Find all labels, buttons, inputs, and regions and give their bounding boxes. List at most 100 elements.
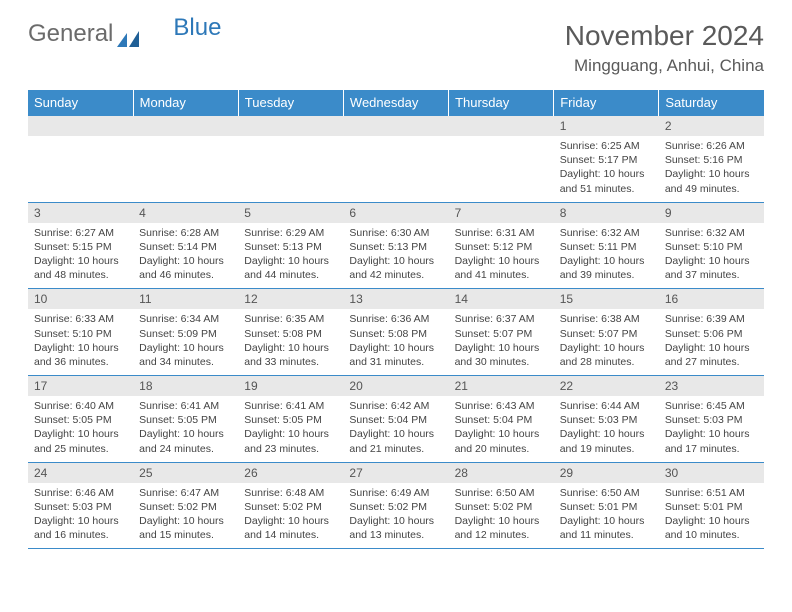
logo-text-blue: Blue — [173, 14, 221, 42]
sunrise-text: Sunrise: 6:35 AM — [244, 312, 337, 326]
day-header: Monday — [133, 90, 238, 116]
calendar-page: General Blue November 2024 Mingguang, An… — [0, 0, 792, 569]
day-number-cell: 30 — [659, 462, 764, 483]
sunrise-text: Sunrise: 6:27 AM — [34, 226, 127, 240]
day-number-cell: 10 — [28, 289, 133, 310]
day-content-row: Sunrise: 6:33 AMSunset: 5:10 PM Daylight:… — [28, 309, 764, 375]
sunset-text: Sunset: 5:12 PM — [455, 240, 548, 254]
day-content-cell: Sunrise: 6:34 AMSunset: 5:09 PMDaylight:… — [133, 309, 238, 375]
daynum-row: 12 — [28, 116, 764, 137]
daynum-row: 3456789 — [28, 202, 764, 223]
day-content-cell: Sunrise: 6:41 AMSunset: 5:05 PMDaylight:… — [238, 396, 343, 462]
sunrise-text: Sunrise: 6:49 AM — [349, 486, 442, 500]
daylight-text: Daylight: 10 hours and 51 minutes. — [560, 167, 653, 195]
sunrise-text: Sunrise: 6:33 AM — [34, 312, 127, 326]
calendar-table: Sunday Monday Tuesday Wednesday Thursday… — [28, 90, 764, 549]
daylight-text: Daylight: 10 hours and 34 minutes. — [139, 341, 232, 369]
sunrise-text: Sunrise: 6:31 AM — [455, 226, 548, 240]
day-content-cell: Sunrise: 6:49 AMSunset: 5:02 PMDaylight:… — [343, 483, 448, 549]
day-number-cell: 1 — [554, 116, 659, 137]
day-content-cell: Sunrise: 6:31 AMSunset: 5:12 PMDaylight:… — [449, 223, 554, 289]
day-number-cell: 15 — [554, 289, 659, 310]
sunrise-text: Sunrise: 6:29 AM — [244, 226, 337, 240]
daylight-text: Daylight: 10 hours and 27 minutes. — [665, 341, 758, 369]
logo-sail-icon — [117, 26, 139, 42]
day-content-cell: Sunrise: 6:42 AMSunset: 5:04 PMDaylight:… — [343, 396, 448, 462]
sunset-text: Sunset: 5:03 PM — [560, 413, 653, 427]
sunrise-text: Sunrise: 6:50 AM — [560, 486, 653, 500]
daylight-text: Daylight: 10 hours and 44 minutes. — [244, 254, 337, 282]
sunset-text: Sunset: 5:14 PM — [139, 240, 232, 254]
sunset-text: Sunset: 5:08 PM — [244, 327, 337, 341]
sunset-text: Sunset: 5:13 PM — [349, 240, 442, 254]
day-content-cell: Sunrise: 6:37 AMSunset: 5:07 PMDaylight:… — [449, 309, 554, 375]
day-content-row: Sunrise: 6:46 AMSunset: 5:03 PMDaylight:… — [28, 483, 764, 549]
daylight-text: Daylight: 10 hours and 31 minutes. — [349, 341, 442, 369]
sunrise-text: Sunrise: 6:32 AM — [665, 226, 758, 240]
sunrise-text: Sunrise: 6:47 AM — [139, 486, 232, 500]
day-header-row: Sunday Monday Tuesday Wednesday Thursday… — [28, 90, 764, 116]
day-header: Sunday — [28, 90, 133, 116]
daylight-text: Daylight: 10 hours and 16 minutes. — [34, 514, 127, 542]
day-content-cell: Sunrise: 6:50 AMSunset: 5:02 PMDaylight:… — [449, 483, 554, 549]
daylight-text: Daylight: 10 hours and 19 minutes. — [560, 427, 653, 455]
day-content-cell — [449, 136, 554, 202]
day-content-cell: Sunrise: 6:50 AMSunset: 5:01 PMDaylight:… — [554, 483, 659, 549]
month-title: November 2024 — [565, 20, 764, 52]
sunrise-text: Sunrise: 6:44 AM — [560, 399, 653, 413]
sunset-text: Sunset: 5:02 PM — [455, 500, 548, 514]
daylight-text: Daylight: 10 hours and 11 minutes. — [560, 514, 653, 542]
day-content-cell: Sunrise: 6:48 AMSunset: 5:02 PMDaylight:… — [238, 483, 343, 549]
day-content-cell — [238, 136, 343, 202]
sunset-text: Sunset: 5:04 PM — [349, 413, 442, 427]
logo-text-general: General — [28, 20, 113, 48]
sunset-text: Sunset: 5:04 PM — [455, 413, 548, 427]
sunset-text: Sunset: 5:10 PM — [34, 327, 127, 341]
day-content-cell: Sunrise: 6:36 AMSunset: 5:08 PMDaylight:… — [343, 309, 448, 375]
day-number-cell: 8 — [554, 202, 659, 223]
day-number-cell: 19 — [238, 376, 343, 397]
sunset-text: Sunset: 5:08 PM — [349, 327, 442, 341]
daynum-row: 10111213141516 — [28, 289, 764, 310]
day-content-cell — [343, 136, 448, 202]
day-number-cell — [343, 116, 448, 137]
day-number-cell: 17 — [28, 376, 133, 397]
day-number-cell — [133, 116, 238, 137]
sunrise-text: Sunrise: 6:41 AM — [244, 399, 337, 413]
daylight-text: Daylight: 10 hours and 48 minutes. — [34, 254, 127, 282]
sunset-text: Sunset: 5:01 PM — [560, 500, 653, 514]
logo: General Blue — [28, 20, 221, 48]
daylight-text: Daylight: 10 hours and 30 minutes. — [455, 341, 548, 369]
sunrise-text: Sunrise: 6:46 AM — [34, 486, 127, 500]
day-content-cell: Sunrise: 6:41 AMSunset: 5:05 PMDaylight:… — [133, 396, 238, 462]
day-number-cell: 28 — [449, 462, 554, 483]
day-number-cell: 4 — [133, 202, 238, 223]
sunset-text: Sunset: 5:02 PM — [139, 500, 232, 514]
sunset-text: Sunset: 5:16 PM — [665, 153, 758, 167]
day-content-cell: Sunrise: 6:33 AMSunset: 5:10 PMDaylight:… — [28, 309, 133, 375]
daylight-text: Daylight: 10 hours and 10 minutes. — [665, 514, 758, 542]
day-content-cell: Sunrise: 6:51 AMSunset: 5:01 PMDaylight:… — [659, 483, 764, 549]
day-content-cell: Sunrise: 6:27 AMSunset: 5:15 PMDaylight:… — [28, 223, 133, 289]
day-content-cell: Sunrise: 6:35 AMSunset: 5:08 PMDaylight:… — [238, 309, 343, 375]
sunrise-text: Sunrise: 6:37 AM — [455, 312, 548, 326]
day-number-cell: 13 — [343, 289, 448, 310]
day-number-cell: 21 — [449, 376, 554, 397]
day-number-cell: 23 — [659, 376, 764, 397]
day-content-cell: Sunrise: 6:46 AMSunset: 5:03 PMDaylight:… — [28, 483, 133, 549]
sunrise-text: Sunrise: 6:25 AM — [560, 139, 653, 153]
day-number-cell — [449, 116, 554, 137]
sunrise-text: Sunrise: 6:34 AM — [139, 312, 232, 326]
sunset-text: Sunset: 5:07 PM — [455, 327, 548, 341]
day-number-cell: 6 — [343, 202, 448, 223]
sunrise-text: Sunrise: 6:40 AM — [34, 399, 127, 413]
day-content-cell: Sunrise: 6:43 AMSunset: 5:04 PMDaylight:… — [449, 396, 554, 462]
sunrise-text: Sunrise: 6:45 AM — [665, 399, 758, 413]
day-number-cell: 5 — [238, 202, 343, 223]
day-number-cell: 26 — [238, 462, 343, 483]
sunrise-text: Sunrise: 6:32 AM — [560, 226, 653, 240]
day-content-cell: Sunrise: 6:39 AMSunset: 5:06 PMDaylight:… — [659, 309, 764, 375]
sunrise-text: Sunrise: 6:41 AM — [139, 399, 232, 413]
day-content-cell: Sunrise: 6:30 AMSunset: 5:13 PMDaylight:… — [343, 223, 448, 289]
title-block: November 2024 Mingguang, Anhui, China — [565, 20, 764, 76]
